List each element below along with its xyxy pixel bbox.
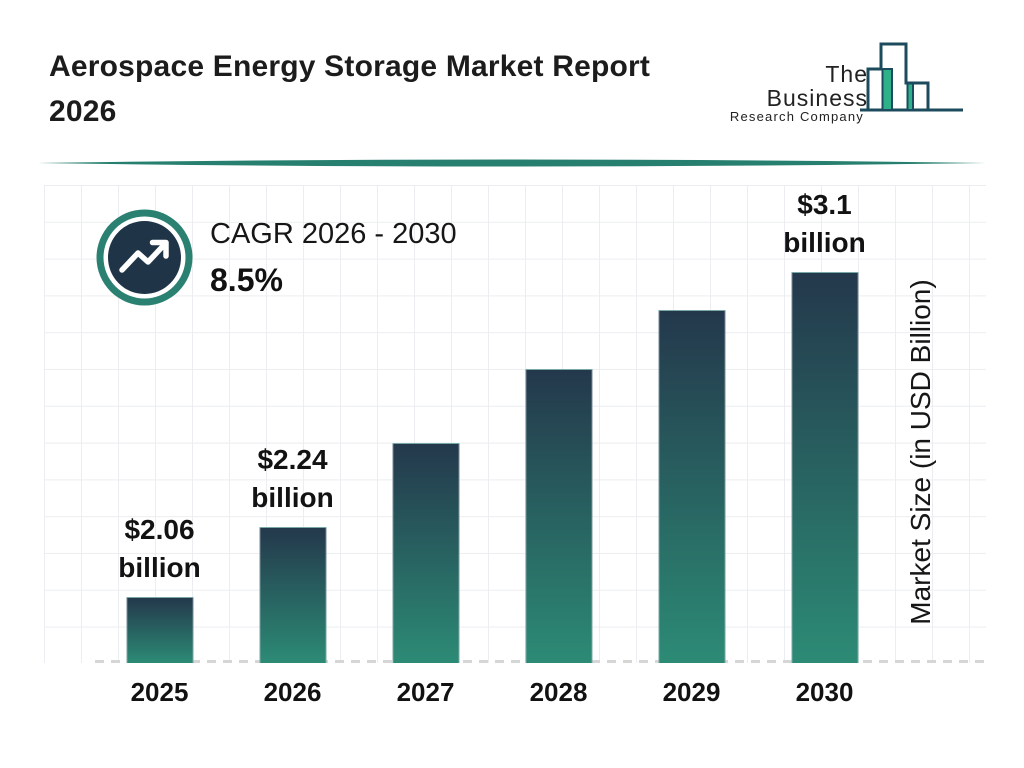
x-tick-2027: 2027: [396, 677, 455, 707]
bar-2027: [392, 443, 459, 663]
page-title: Aerospace Energy Storage Market Report 2…: [49, 44, 729, 134]
bar-2028: [525, 369, 592, 663]
header-divider: [38, 159, 986, 167]
bar-2026: [259, 527, 326, 663]
bar-value-label-2025: $2.06 billion: [118, 514, 201, 583]
bar-2030: [791, 272, 858, 663]
x-tick-2028: 2028: [529, 677, 588, 707]
logo-company-name: The Business: [766, 61, 868, 111]
logo-company-subtitle: Research Company: [729, 109, 864, 124]
y-axis-title: Market Size (in USD Billion): [905, 279, 936, 625]
logo-text: The Business Research Company: [723, 62, 868, 124]
bar-value-label-2030: $3.1 billion: [783, 189, 866, 258]
bar-column-2028: [492, 184, 625, 663]
x-tick-2029: 2029: [662, 677, 721, 707]
bar-column-2030: $3.1 billion: [758, 184, 891, 663]
bar-skyline-logo-icon: [860, 42, 963, 112]
bars-layer: $2.06 billion $2.24 billion $3.1 billion: [93, 184, 891, 663]
bar-2029: [658, 310, 725, 663]
bar-value-label-2026: $2.24 billion: [251, 444, 334, 513]
x-tick-2030: 2030: [795, 677, 854, 707]
x-axis-labels: 2025 2026 2027 2028 2029 2030: [93, 677, 891, 708]
x-tick-2025: 2025: [130, 677, 189, 707]
bar-column-2027: [359, 184, 492, 663]
page-title-line2: 2026: [49, 95, 117, 128]
bar-column-2026: $2.24 billion: [226, 184, 359, 663]
bar-2025: [126, 597, 193, 663]
cagr-badge: [96, 209, 193, 306]
bar-column-2029: [625, 184, 758, 663]
bar-column-2025: $2.06 billion: [93, 184, 226, 663]
trending-up-icon: [119, 239, 169, 273]
cagr-value: 8.5%: [210, 262, 283, 298]
page-title-line1: Aerospace Energy Storage Market Report: [49, 50, 651, 83]
company-logo: The Business Research Company: [723, 36, 968, 126]
x-tick-2026: 2026: [263, 677, 322, 707]
cagr-period-label: CAGR 2026 - 2030: [210, 218, 457, 250]
